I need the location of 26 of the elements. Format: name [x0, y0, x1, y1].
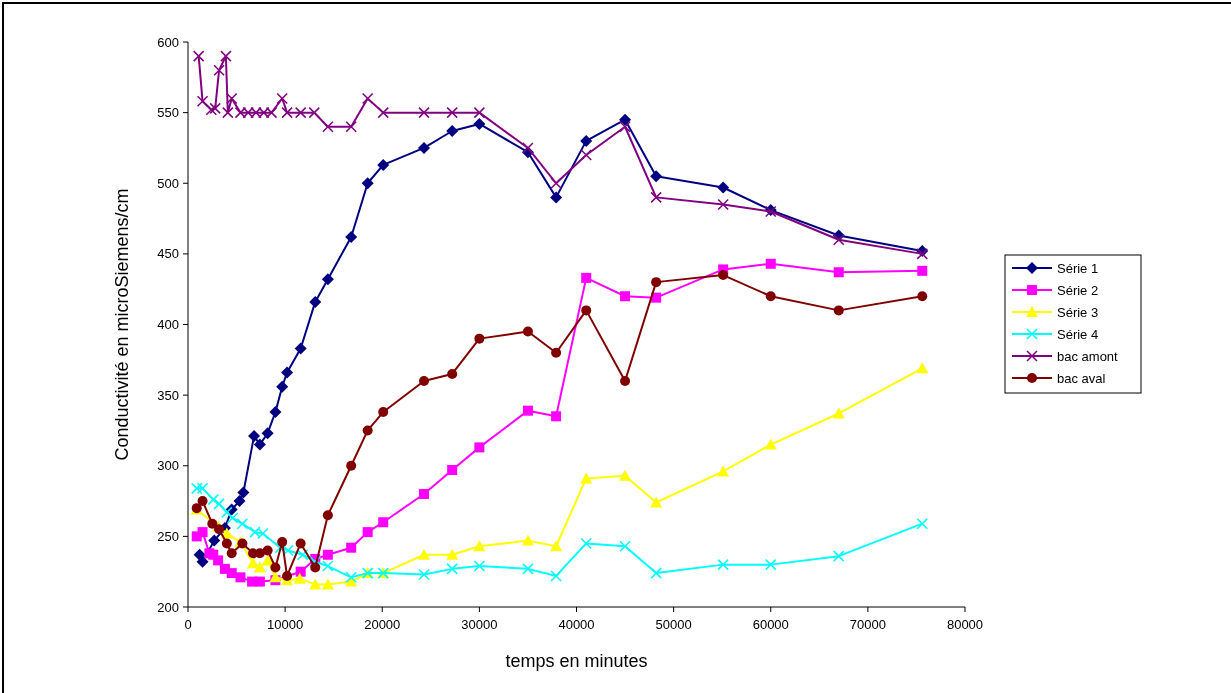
x-tick-label: 30000 — [461, 617, 498, 632]
y-tick-label: 600 — [157, 34, 179, 50]
x-tick-label: 50000 — [655, 617, 692, 632]
y-axis-title: Conductivité en microSiemens/cm — [112, 188, 132, 461]
x-tick-label: 10000 — [267, 617, 304, 632]
y-tick-label: 400 — [157, 317, 179, 333]
y-tick-label: 350 — [157, 387, 179, 403]
legend-label: Série 2 — [1057, 282, 1099, 298]
x-tick-label: 0 — [184, 617, 192, 632]
legend-label: Série 3 — [1057, 304, 1099, 320]
legend-label: bac aval — [1057, 370, 1106, 386]
y-tick-label: 450 — [157, 246, 179, 262]
x-tick-label: 60000 — [752, 617, 789, 632]
y-tick-label: 200 — [157, 599, 179, 615]
x-tick-label: 20000 — [364, 617, 401, 632]
x-tick-label: 70000 — [849, 617, 886, 632]
legend-label: bac amont — [1057, 348, 1119, 364]
x-tick-label: 40000 — [558, 617, 595, 632]
x-tick-label: 80000 — [946, 617, 984, 632]
legend-label: Série 1 — [1057, 260, 1099, 276]
y-tick-label: 300 — [157, 458, 179, 474]
legend-label: Série 4 — [1057, 326, 1099, 342]
y-tick-label: 550 — [157, 105, 179, 121]
y-tick-label: 500 — [157, 175, 179, 191]
y-tick-label: 250 — [157, 528, 179, 544]
x-axis-title: temps en minutes — [505, 651, 648, 671]
